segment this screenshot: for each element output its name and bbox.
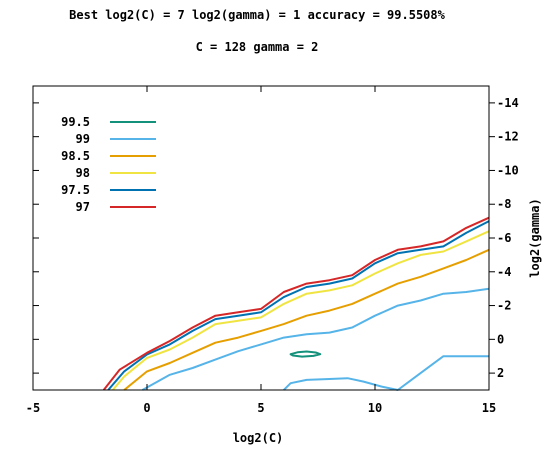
series-line-99-2 (283, 355, 489, 391)
series-line-98-5-3 (123, 248, 490, 391)
y-tick-label: -10 (497, 163, 519, 177)
x-tick-label: 10 (368, 401, 382, 415)
y-tick-label: 2 (497, 366, 504, 380)
x-axis-label: log2(C) (233, 431, 284, 445)
legend-label: 97 (76, 200, 90, 214)
y-axis-label: log2(gamma) (528, 198, 542, 277)
series-line-97-5-5 (107, 220, 490, 391)
x-tick-label: 15 (482, 401, 496, 415)
y-tick-label: -4 (497, 265, 511, 279)
plot-lines (102, 216, 490, 391)
legend: 99.5 99 98.5 98 97.5 97 (61, 115, 156, 214)
legend-label: 99.5 (61, 115, 90, 129)
y-tick-label: -6 (497, 231, 511, 245)
chart-title-line2: C = 128 gamma = 2 (196, 40, 319, 54)
y-tick-label: -12 (497, 130, 519, 144)
y-axis-ticks: -14 -12 -10 -8 -6 -4 -2 0 2 (33, 96, 519, 380)
legend-label: 97.5 (61, 183, 90, 197)
y-tick-label: 0 (497, 332, 504, 346)
x-tick-label: 0 (143, 401, 150, 415)
y-tick-label: -14 (497, 96, 519, 110)
series-line-98-4 (112, 230, 490, 391)
series-line-97-6 (102, 216, 490, 391)
x-tick-label: -5 (26, 401, 40, 415)
x-axis-ticks: -5 0 5 10 15 (26, 86, 496, 415)
legend-label: 98 (76, 166, 90, 180)
y-tick-label: -8 (497, 197, 511, 211)
legend-label: 98.5 (61, 149, 90, 163)
y-tick-label: -2 (497, 299, 511, 313)
series-line-99-5-0 (289, 350, 322, 358)
x-tick-label: 5 (257, 401, 264, 415)
chart-title-line1: Best log2(C) = 7 log2(gamma) = 1 accurac… (69, 8, 445, 22)
legend-label: 99 (76, 132, 90, 146)
series-line-99-1 (141, 287, 490, 391)
